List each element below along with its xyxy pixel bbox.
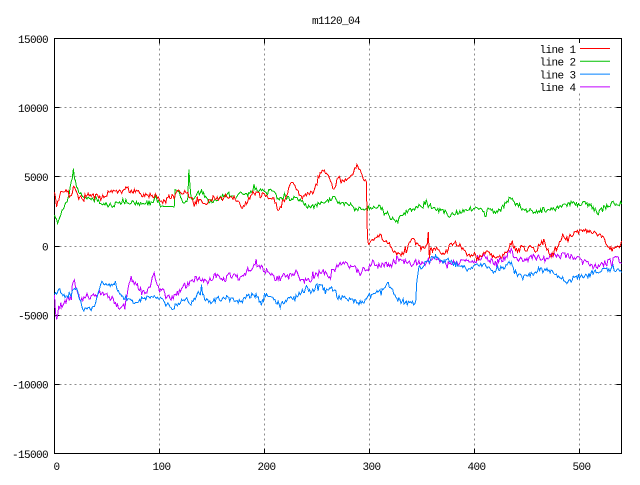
- svg-text:0: 0: [53, 462, 59, 474]
- svg-text:line 3: line 3: [539, 70, 575, 82]
- svg-text:line 4: line 4: [539, 83, 576, 95]
- svg-text:line 2: line 2: [539, 58, 575, 70]
- svg-text:-15000: -15000: [12, 450, 48, 462]
- svg-text:5000: 5000: [24, 173, 48, 185]
- svg-text:400: 400: [467, 462, 485, 474]
- svg-text:-10000: -10000: [12, 381, 48, 393]
- svg-text:100: 100: [152, 462, 170, 474]
- svg-text:15000: 15000: [18, 35, 48, 47]
- svg-text:300: 300: [362, 462, 380, 474]
- svg-text:10000: 10000: [18, 104, 48, 116]
- svg-text:line 1: line 1: [539, 45, 576, 57]
- svg-text:0: 0: [42, 242, 48, 254]
- svg-text:m1120_04: m1120_04: [312, 16, 361, 28]
- svg-text:200: 200: [257, 462, 275, 474]
- svg-text:500: 500: [572, 462, 590, 474]
- svg-text:-5000: -5000: [18, 312, 48, 324]
